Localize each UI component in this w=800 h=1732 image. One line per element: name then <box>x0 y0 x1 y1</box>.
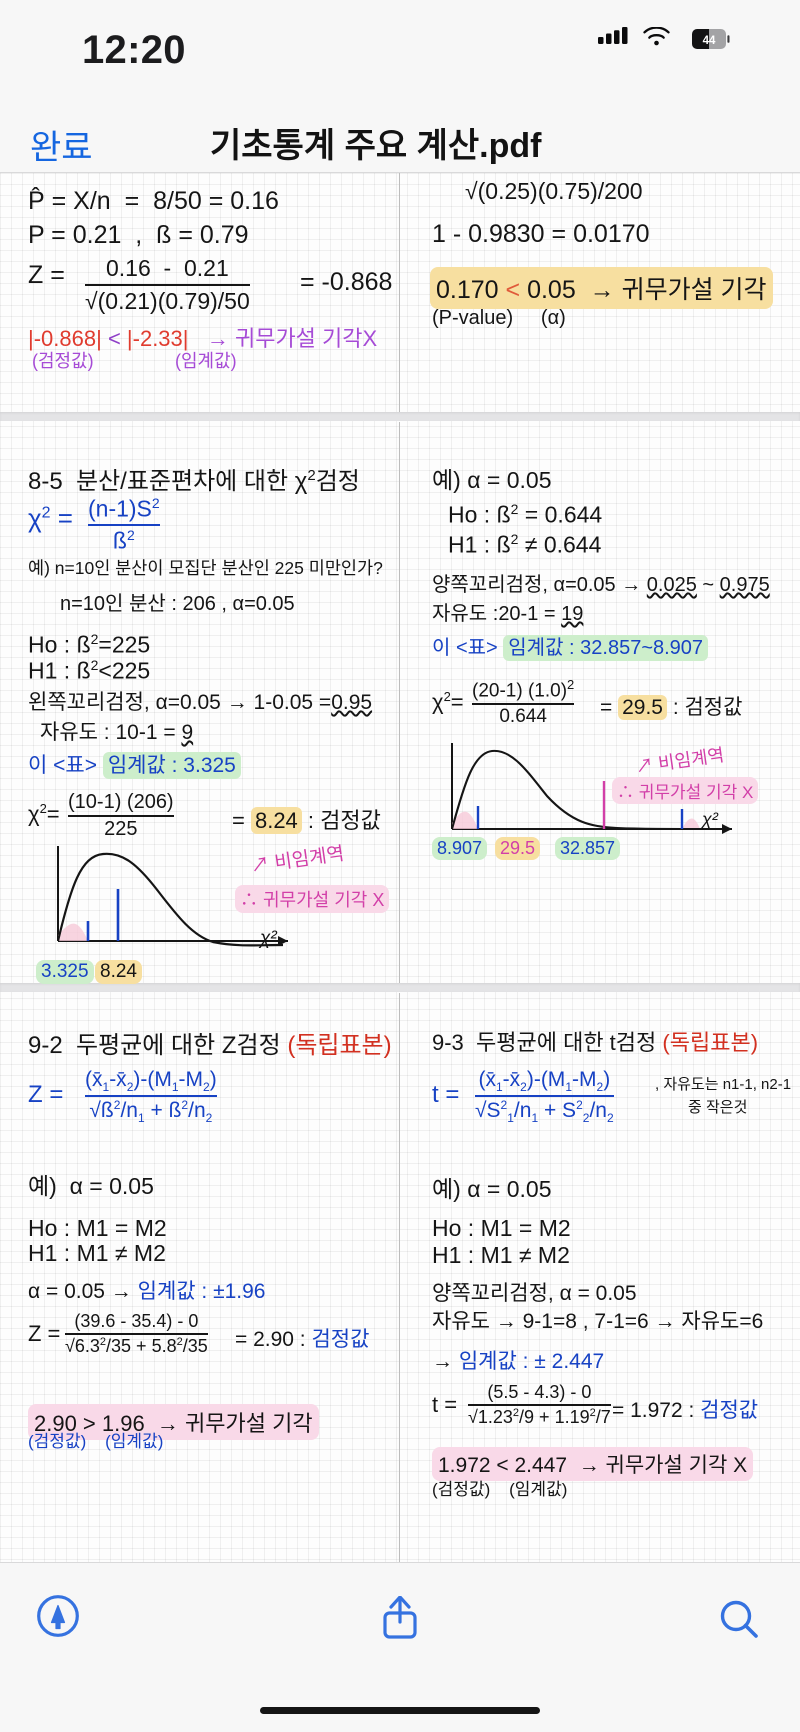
svg-text:44: 44 <box>703 35 716 47</box>
svg-text:χ²: χ² <box>700 809 719 829</box>
svg-text:χ²: χ² <box>258 928 277 949</box>
